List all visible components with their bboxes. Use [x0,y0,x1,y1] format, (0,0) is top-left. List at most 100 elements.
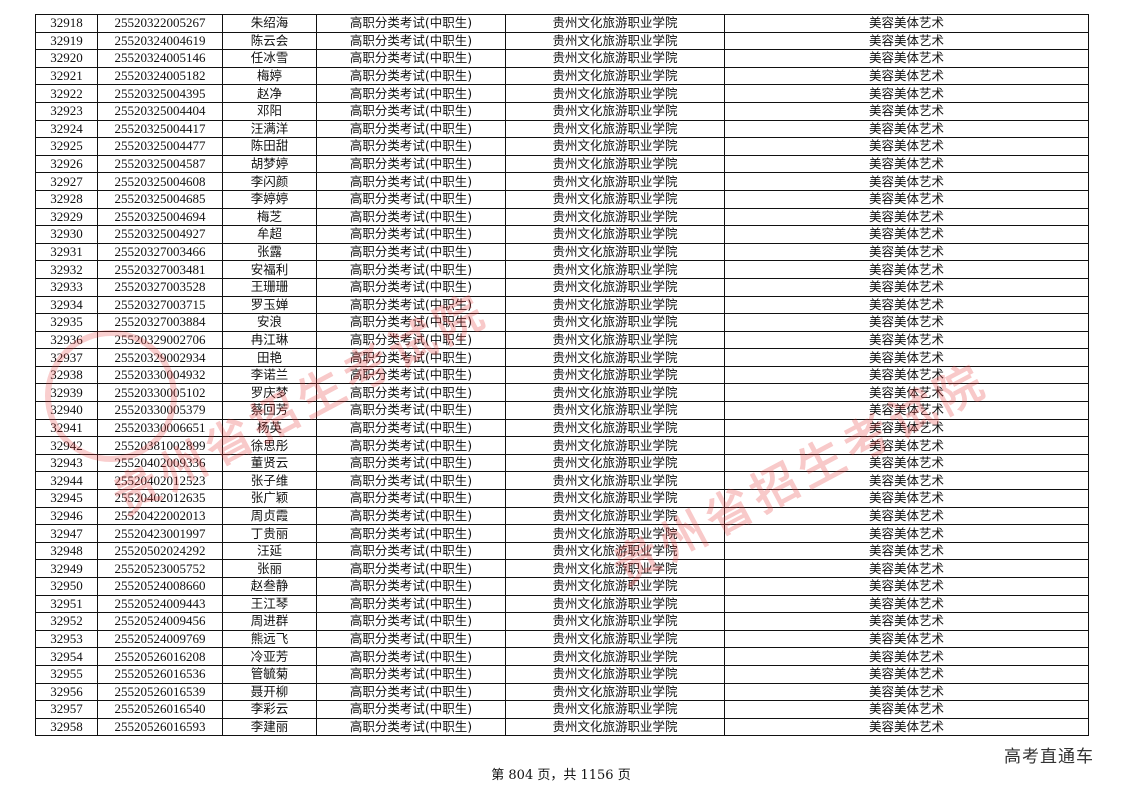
major-name: 美容美体艺术 [724,172,1089,191]
exam-id: 25520402012635 [97,489,223,508]
school-name: 贵州文化旅游职业学院 [505,682,725,702]
school-name: 贵州文化旅游职业学院 [505,49,725,68]
row-number: 32947 [35,524,98,543]
major-name: 美容美体艺术 [724,612,1089,631]
school-name: 贵州文化旅游职业学院 [505,489,725,508]
exam-type: 高职分类考试(中职生) [316,154,506,174]
major-name: 美容美体艺术 [724,154,1089,174]
table-row: 32948 25520502024292 汪延 高职分类考试(中职生) 贵州文化旅游职业… [35,541,1089,561]
exam-id: 25520325004477 [97,137,223,156]
school-name: 贵州文化旅游职业学院 [505,629,725,649]
major-name: 美容美体艺术 [724,559,1089,578]
school-name: 贵州文化旅游职业学院 [505,506,725,526]
school-name: 贵州文化旅游职业学院 [505,365,725,385]
student-name: 熊远飞 [222,629,317,649]
student-name: 牟超 [222,225,317,244]
row-number: 32920 [35,49,98,68]
student-name: 张广颖 [222,489,317,508]
student-name: 董贤云 [222,453,317,473]
major-name: 美容美体艺术 [724,277,1089,297]
student-name: 冉江琳 [222,330,317,350]
exam-id: 25520330006651 [97,418,223,438]
table-row: 32953 25520524009769 熊远飞 高职分类考试(中职生) 贵州文化旅游职… [35,629,1089,649]
table-row: 32924 25520325004417 汪满洋 高职分类考试(中职生) 贵州文化旅游职… [35,119,1089,139]
exam-type: 高职分类考试(中职生) [316,506,506,526]
table-row: 32937 25520329002934 田艳 高职分类考试(中职生) 贵州文化旅游职业… [35,348,1089,367]
school-name: 贵州文化旅游职业学院 [505,700,725,719]
student-name: 冷亚芳 [222,647,317,666]
row-number: 32939 [35,383,98,403]
brand-logo: 高考直通车 [1004,747,1094,767]
row-number: 32927 [35,172,98,191]
student-name: 蔡回芳 [222,401,317,420]
table-row: 32958 25520526016593 李建丽 高职分类考试(中职生) 贵州文化旅游职… [35,717,1089,737]
school-name: 贵州文化旅游职业学院 [505,119,725,139]
school-name: 贵州文化旅游职业学院 [505,225,725,244]
student-name: 张丽 [222,559,317,578]
exam-id: 25520526016593 [97,717,223,737]
table-row: 32952 25520524009456 周进群 高职分类考试(中职生) 贵州文化旅游职… [35,612,1089,631]
exam-type: 高职分类考试(中职生) [316,84,506,103]
row-number: 32919 [35,31,98,51]
school-name: 贵州文化旅游职业学院 [505,31,725,51]
exam-type: 高职分类考试(中职生) [316,207,506,227]
student-name: 罗庆梦 [222,383,317,403]
exam-id: 25520524009443 [97,594,223,614]
table-row: 32947 25520423001997 丁贵丽 高职分类考试(中职生) 贵州文化旅游职… [35,524,1089,543]
school-name: 贵州文化旅游职业学院 [505,348,725,367]
student-name: 赵净 [222,84,317,103]
student-name: 汪延 [222,541,317,561]
school-name: 贵州文化旅游职业学院 [505,207,725,227]
exam-type: 高职分类考试(中职生) [316,365,506,385]
exam-id: 25520423001997 [97,524,223,543]
major-name: 美容美体艺术 [724,664,1089,684]
exam-id: 25520523005752 [97,559,223,578]
major-name: 美容美体艺术 [724,348,1089,367]
school-name: 贵州文化旅游职业学院 [505,664,725,684]
major-name: 美容美体艺术 [724,418,1089,438]
table-row: 32954 25520526016208 冷亚芳 高职分类考试(中职生) 贵州文化旅游职… [35,647,1089,666]
exam-type: 高职分类考试(中职生) [316,101,506,121]
table-row: 32936 25520329002706 冉江琳 高职分类考试(中职生) 贵州文化旅游职… [35,330,1089,350]
table-row: 32932 25520327003481 安福利 高职分类考试(中职生) 贵州文化旅游职… [35,260,1089,279]
table-body: 32918 25520322005267 朱绍海 高职分类考试(中职生) 贵州文化旅游职… [35,14,1089,737]
row-number: 32950 [35,577,98,596]
exam-id: 25520324005182 [97,66,223,86]
exam-id: 25520324004619 [97,31,223,51]
school-name: 贵州文化旅游职业学院 [505,401,725,420]
exam-type: 高职分类考试(中职生) [316,225,506,244]
row-number: 32922 [35,84,98,103]
exam-type: 高职分类考试(中职生) [316,471,506,491]
major-name: 美容美体艺术 [724,49,1089,68]
table-row: 32919 25520324004619 陈云会 高职分类考试(中职生) 贵州文化旅游职… [35,31,1089,51]
exam-id: 25520526016536 [97,664,223,684]
table-row: 32944 25520402012523 张子维 高职分类考试(中职生) 贵州文化旅游职… [35,471,1089,491]
exam-id: 25520325004404 [97,101,223,121]
exam-type: 高职分类考试(中职生) [316,700,506,719]
table-row: 32942 25520381002899 徐思彤 高职分类考试(中职生) 贵州文化旅游职… [35,436,1089,455]
table-row: 32951 25520524009443 王江琴 高职分类考试(中职生) 贵州文化旅游职… [35,594,1089,614]
row-number: 32928 [35,189,98,209]
major-name: 美容美体艺术 [724,577,1089,596]
school-name: 贵州文化旅游职业学院 [505,330,725,350]
school-name: 贵州文化旅游职业学院 [505,436,725,455]
table-row: 32950 25520524008660 赵叁静 高职分类考试(中职生) 贵州文化旅游职… [35,577,1089,596]
exam-type: 高职分类考试(中职生) [316,242,506,262]
school-name: 贵州文化旅游职业学院 [505,559,725,578]
row-number: 32952 [35,612,98,631]
major-name: 美容美体艺术 [724,453,1089,473]
table-row: 32920 25520324005146 任冰雪 高职分类考试(中职生) 贵州文化旅游职… [35,49,1089,68]
row-number: 32942 [35,436,98,455]
table-row: 32946 25520422002013 周贞霞 高职分类考试(中职生) 贵州文化旅游职… [35,506,1089,526]
exam-id: 25520327003715 [97,295,223,315]
exam-id: 25520330005379 [97,401,223,420]
student-name: 赵叁静 [222,577,317,596]
student-name: 聂开柳 [222,682,317,702]
table-row: 32918 25520322005267 朱绍海 高职分类考试(中职生) 贵州文化旅游职… [35,14,1089,33]
major-name: 美容美体艺术 [724,524,1089,543]
student-name: 周贞霞 [222,506,317,526]
exam-type: 高职分类考试(中职生) [316,137,506,156]
major-name: 美容美体艺术 [724,541,1089,561]
exam-id: 25520402009336 [97,453,223,473]
school-name: 贵州文化旅游职业学院 [505,541,725,561]
